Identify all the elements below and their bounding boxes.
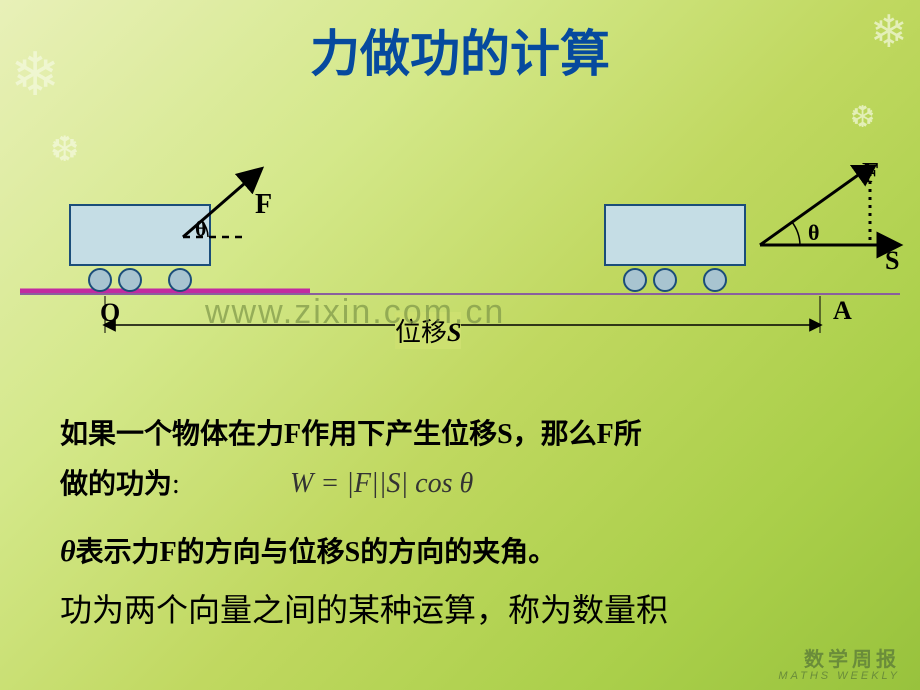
cart2-wheel xyxy=(704,269,726,291)
label-point-a: A xyxy=(833,296,852,326)
snowflake-deco: ❆ xyxy=(50,130,79,170)
label-force2: F xyxy=(862,158,879,190)
logo-main-text: 数学周报 xyxy=(778,643,900,672)
p1-line2: 做的功为 xyxy=(60,469,172,500)
footer-logo: 数学周报 MATHS WEEKLY xyxy=(778,643,900,682)
label-s-vector: S xyxy=(885,246,899,276)
cart1-body xyxy=(70,205,210,265)
p1-line1: 如果一个物体在力F作用下产生位移S，那么F所 xyxy=(60,419,642,450)
watermark-text: www.zixin.com.cn xyxy=(205,293,505,332)
cart1-wheel xyxy=(89,269,111,291)
paragraph-3: 功为两个向量之间的某种运算，称为数量积 xyxy=(60,585,880,631)
cart1-wheel xyxy=(119,269,141,291)
theta2-arc xyxy=(792,222,800,245)
logo-sub-text: MATHS WEEKLY xyxy=(778,670,900,682)
cart2-body xyxy=(605,205,745,265)
cart1-wheel xyxy=(169,269,191,291)
work-formula: W = |F||S| cos θ xyxy=(290,468,473,500)
paragraph-2: θ表示力F的方向与位移S的方向的夹角。 xyxy=(60,530,880,570)
cart2-wheel xyxy=(654,269,676,291)
label-theta2: θ xyxy=(808,220,819,246)
label-theta1: θ xyxy=(195,216,206,242)
label-origin: O xyxy=(100,298,120,328)
label-force1: F xyxy=(255,189,272,221)
theta-symbol: θ xyxy=(60,535,76,568)
slide-title: 力做功的计算 xyxy=(0,14,920,86)
p2-rest: 表示力F的方向与位移S的方向的夹角。 xyxy=(76,537,557,568)
cart2-wheel xyxy=(624,269,646,291)
snowflake-deco: ❆ xyxy=(850,100,875,135)
